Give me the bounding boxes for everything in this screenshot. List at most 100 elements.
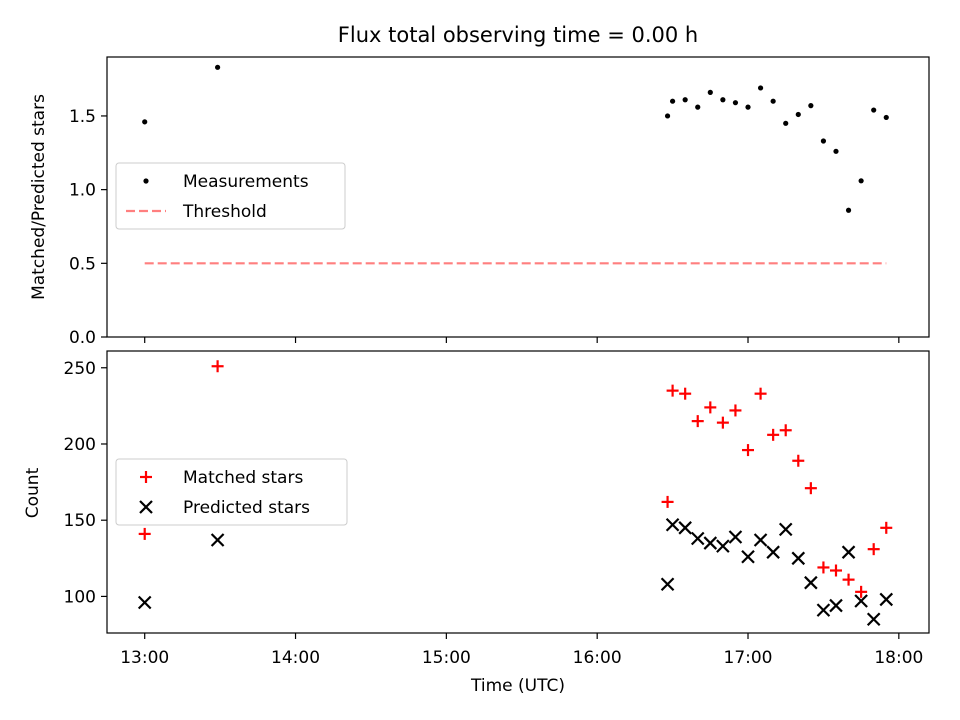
measurement-point xyxy=(833,148,839,154)
x-tick-label: 14:00 xyxy=(271,648,320,668)
top-legend-frame xyxy=(115,162,346,230)
predicted-star-point xyxy=(678,521,692,535)
matched-star-point xyxy=(661,495,674,508)
measurement-point xyxy=(871,107,877,113)
bottom-plot-marks xyxy=(137,360,894,627)
predicted-star-point xyxy=(716,539,730,553)
predicted-star-point xyxy=(753,533,768,547)
predicted-star-point xyxy=(854,594,868,608)
measurement-point xyxy=(732,100,739,106)
top-legend: Measurements Threshold xyxy=(115,162,346,230)
matched-star-point xyxy=(691,415,704,428)
predicted-star-point xyxy=(866,612,881,627)
bottom-legend: Matched stars Predicted stars xyxy=(115,458,348,526)
measurement-point xyxy=(745,104,751,110)
legend-predicted-label: Predicted stars xyxy=(183,498,310,518)
predicted-star-point xyxy=(703,536,718,550)
predicted-star-point xyxy=(665,517,680,532)
measurement-point xyxy=(664,113,671,119)
top-plot-frame xyxy=(106,56,930,338)
measurement-point xyxy=(845,207,852,213)
bottom-plot-frame xyxy=(106,350,930,634)
top-y-tick-label: 1.0 xyxy=(69,181,96,201)
measurement-point xyxy=(720,97,726,103)
bottom-y-tick-label: 100 xyxy=(64,587,96,607)
legend-matched-label: Matched stars xyxy=(183,468,303,488)
bottom-legend-frame xyxy=(115,458,348,526)
x-tick-label: 18:00 xyxy=(874,648,923,668)
top-plot-marks xyxy=(142,64,889,265)
predicted-star-point xyxy=(841,545,856,559)
legend-measurements-marker xyxy=(143,178,149,184)
matched-star-point xyxy=(867,543,880,556)
x-tick-label: 17:00 xyxy=(724,648,773,668)
bottom-panel: Count Time (UTC) 100 150 200 250 13:00 14:00… xyxy=(23,350,930,696)
predicted-star-point xyxy=(137,595,152,610)
x-tick-label: 16:00 xyxy=(573,648,622,668)
bottom-y-tick-label: 200 xyxy=(64,435,96,455)
top-y-tick-label: 1.5 xyxy=(69,107,96,127)
matched-star-point xyxy=(842,573,855,586)
bottom-y-ticks: 100 150 200 250 xyxy=(64,359,107,607)
matched-star-point xyxy=(754,387,767,400)
predicted-star-point xyxy=(741,550,755,564)
measurement-point xyxy=(669,98,676,104)
measurement-point xyxy=(707,89,713,95)
matched-star-point xyxy=(729,404,742,417)
bottom-x-ticks: 13:00 14:00 15:00 16:00 17:00 18:00 xyxy=(120,633,923,668)
top-y-tick-label: 0.5 xyxy=(69,254,96,274)
predicted-star-point xyxy=(660,577,675,591)
matched-star-point xyxy=(779,424,792,437)
measurement-point xyxy=(770,98,776,104)
top-y-tick-label: 0.0 xyxy=(69,328,96,348)
top-y-axis-label: Matched/Predicted stars xyxy=(29,94,49,300)
matched-star-point xyxy=(792,454,805,467)
predicted-star-point xyxy=(690,531,705,546)
predicted-star-point xyxy=(728,530,743,544)
matched-star-point xyxy=(880,521,893,534)
predicted-star-point xyxy=(791,551,806,566)
matched-star-point xyxy=(211,360,224,373)
matched-star-point xyxy=(704,401,717,414)
measurement-point xyxy=(757,85,764,91)
measurement-point xyxy=(215,64,221,70)
matched-star-point xyxy=(138,527,151,540)
predicted-star-point xyxy=(829,598,843,613)
bottom-y-axis-label: Count xyxy=(23,467,43,518)
matched-star-point xyxy=(829,564,842,577)
measurement-point xyxy=(682,97,688,103)
measurement-point xyxy=(783,120,789,126)
predicted-star-point xyxy=(879,592,894,607)
measurement-point xyxy=(142,119,148,125)
x-tick-label: 13:00 xyxy=(120,648,169,668)
top-x-ticks xyxy=(144,337,900,343)
legend-matched-marker xyxy=(140,471,152,483)
matched-star-point xyxy=(817,561,830,574)
bottom-y-tick-label: 250 xyxy=(64,359,96,379)
top-y-ticks: 0.0 0.5 1.0 1.5 xyxy=(69,107,107,348)
predicted-star-point xyxy=(210,533,225,547)
matched-star-point xyxy=(679,387,692,400)
legend-predicted-marker xyxy=(139,500,153,514)
measurement-point xyxy=(695,104,701,110)
predicted-star-point xyxy=(766,545,780,559)
predicted-star-point xyxy=(804,575,818,590)
measurement-point xyxy=(858,178,864,184)
predicted-star-point xyxy=(778,522,793,537)
legend-threshold-label: Threshold xyxy=(182,202,267,222)
measurement-point xyxy=(820,138,827,144)
x-axis-label: Time (UTC) xyxy=(470,676,565,696)
measurement-point xyxy=(795,111,801,118)
measurement-point xyxy=(883,114,889,121)
predicted-star-point xyxy=(816,603,831,617)
matched-star-point xyxy=(855,585,868,598)
measurement-point xyxy=(808,103,814,109)
matched-star-point xyxy=(742,444,755,457)
top-panel: Matched/Predicted stars 0.0 0.5 1.0 1.5 Mea… xyxy=(29,56,930,348)
bottom-y-tick-label: 150 xyxy=(64,511,96,531)
matched-star-point xyxy=(804,482,817,495)
chart-title: Flux total observing time = 0.00 h xyxy=(338,23,698,47)
matched-star-point xyxy=(666,384,679,397)
matched-star-point xyxy=(716,416,729,429)
